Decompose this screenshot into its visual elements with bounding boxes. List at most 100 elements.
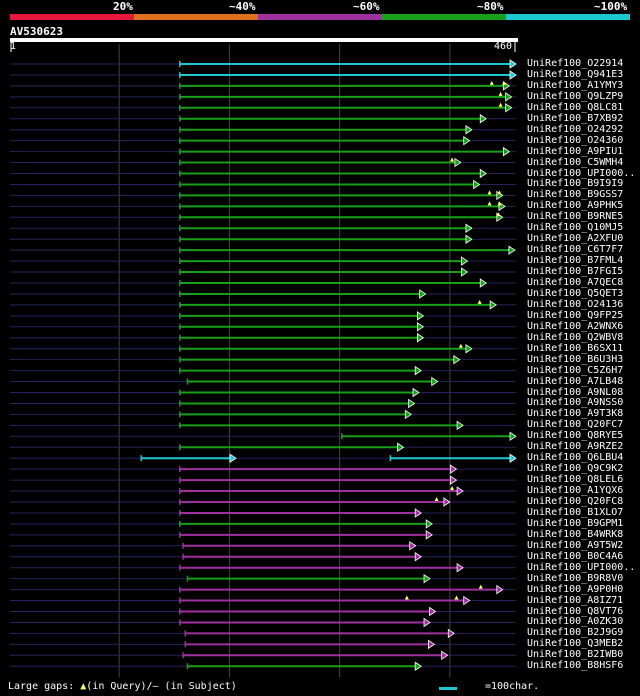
hit-arrow [496,584,504,595]
hit-label[interactable]: UniRef100_Q6LBU4 [527,452,624,464]
hit-label[interactable]: UniRef100_Q9FP25 [527,309,624,321]
query-gap-marker [487,190,492,195]
query-gap-marker-icon: ▲ [80,681,87,692]
hit-label[interactable]: UniRef100_B9I9I9 [527,178,624,190]
hit-label[interactable]: UniRef100_A9P0H0 [527,583,624,595]
hit-label[interactable]: UniRef100_C5Z6H7 [527,364,624,376]
hit-label[interactable]: UniRef100_O24292 [527,123,624,135]
hit-label[interactable]: UniRef100_B2IWB0 [527,649,624,661]
hit-label[interactable]: UniRef100_B0C4A6 [527,550,624,562]
hit-label[interactable]: UniRef100_A9NSS0 [527,397,624,409]
hit-arrow [429,606,437,617]
hit-label[interactable]: UniRef100_B6U3H3 [527,353,624,365]
query-gap-marker [477,299,482,304]
hit-label[interactable]: UniRef100_A9T3K8 [527,408,624,420]
hit-label[interactable]: UniRef100_B6SX11 [527,342,624,354]
hit-label[interactable]: UniRef100_B1XLO7 [527,506,624,518]
query-gap-marker [434,497,439,501]
hit-label[interactable]: UniRef100_B9R8V0 [527,572,624,584]
scale-label-60: ~60% [353,0,380,13]
hit-arrow [508,245,516,255]
hit-label[interactable]: UniRef100_UPI000.. [527,561,636,573]
query-gap-marker [450,157,455,162]
hit-label[interactable]: UniRef100_A1YQX6 [527,485,624,497]
hit-label[interactable]: UniRef100_Q20FC7 [527,419,624,431]
hit-label[interactable]: UniRef100_B8HSF6 [527,660,624,672]
hit-label[interactable]: UniRef100_B7FML4 [527,255,624,267]
gaps-prefix: Large gaps: [8,681,81,692]
hit-label[interactable]: UniRef100_A9NL08 [527,386,624,398]
hit-label[interactable]: UniRef100_A2WNX6 [527,320,624,332]
hit-label[interactable]: UniRef100_Q8RYE5 [527,430,624,442]
query-gap-marker [496,212,501,217]
hit-arrow [509,453,517,463]
hit-arrow [479,278,487,288]
hit-label[interactable]: UniRef100_Q5QET3 [527,287,624,299]
hit-arrow [416,322,425,332]
hit-label[interactable]: UniRef100_C6T7F7 [527,244,624,256]
hit-label[interactable]: UniRef100_Q10MJ5 [527,222,624,234]
hit-label[interactable]: UniRef100_Q8LEL6 [527,474,624,486]
hit-arrow [463,595,471,606]
hit-label[interactable]: UniRef100_A1YMY3 [527,79,624,91]
hit-label[interactable]: UniRef100_B7FGI5 [527,266,624,278]
hit-label[interactable]: UniRef100_A7QEC8 [527,277,624,288]
query-bar [10,38,518,42]
hit-arrow [423,617,431,628]
hit-label[interactable]: UniRef100_O24360 [527,134,624,146]
hit-arrow [502,146,511,157]
scale-segment [382,14,506,20]
hit-label[interactable]: UniRef100_B4WRK8 [527,528,624,540]
hit-label[interactable]: UniRef100_A9T5W2 [527,539,624,551]
scale-label-20: 20% [113,0,133,13]
hit-label[interactable]: UniRef100_Q8LC81 [527,101,624,113]
hit-arrow [505,92,513,102]
scale-label-40: ~40% [229,0,256,13]
gaps-legend: Large gaps: ▲(in Query)/– (in Subject) [8,681,237,692]
hit-arrow [509,70,517,80]
hit-label[interactable]: UniRef100_UPI000.. [527,167,636,179]
hit-label[interactable]: UniRef100_B7XB92 [527,112,624,124]
hit-arrow [461,267,469,277]
query-gap-marker [497,201,502,206]
hit-label[interactable]: UniRef100_Q941E3 [527,68,624,80]
hit-label[interactable]: UniRef100_B9RNE5 [527,211,624,223]
hit-arrow [461,256,469,266]
hit-label[interactable]: UniRef100_Q3MEB2 [527,638,624,650]
hit-arrow [416,333,425,343]
hit-label[interactable]: UniRef100_A7LB48 [527,375,624,387]
hit-label[interactable]: UniRef100_Q2WBV8 [527,331,624,343]
hit-arrow [441,650,449,661]
query-gap-marker [501,80,506,85]
hit-arrow [505,103,513,113]
hit-label[interactable]: UniRef100_C5WMH4 [527,156,624,168]
hit-arrow [479,168,487,179]
hit-label[interactable]: UniRef100_Q9C9K2 [527,463,624,475]
hit-label[interactable]: UniRef100_A9PHK5 [527,200,624,212]
hit-label[interactable]: UniRef100_Q8VT76 [527,605,624,617]
hit-arrow [465,234,473,244]
hit-label[interactable]: UniRef100_A9PIU1 [527,145,624,157]
hit-arrow [450,475,458,485]
hit-label[interactable]: UniRef100_Q9LZP9 [527,90,624,102]
query-gap-marker [478,584,483,589]
hit-label[interactable]: UniRef100_B9GPM1 [527,517,624,529]
hit-arrow [419,289,427,299]
hit-label[interactable]: UniRef100_B9GSS7 [527,189,624,201]
hit-label[interactable]: UniRef100_A8IZ71 [527,594,624,606]
hit-label[interactable]: UniRef100_O22914 [527,58,624,69]
hit-label[interactable]: UniRef100_B2J9G9 [527,627,624,639]
hit-arrow [443,497,451,507]
hit-label[interactable]: UniRef100_O24136 [527,298,624,310]
hit-arrow [489,300,497,310]
hit-arrow [509,431,517,442]
scale-length-line [439,687,457,690]
hit-arrow [229,453,237,463]
query-gap-marker [498,91,503,96]
hit-label[interactable]: UniRef100_Q20FC8 [527,496,624,507]
hit-label[interactable]: UniRef100_A0ZK30 [527,616,624,628]
hit-label[interactable]: UniRef100_A2XFU0 [527,233,624,245]
hit-label[interactable]: UniRef100_A9RZE2 [527,441,624,453]
hit-arrow [414,552,422,562]
